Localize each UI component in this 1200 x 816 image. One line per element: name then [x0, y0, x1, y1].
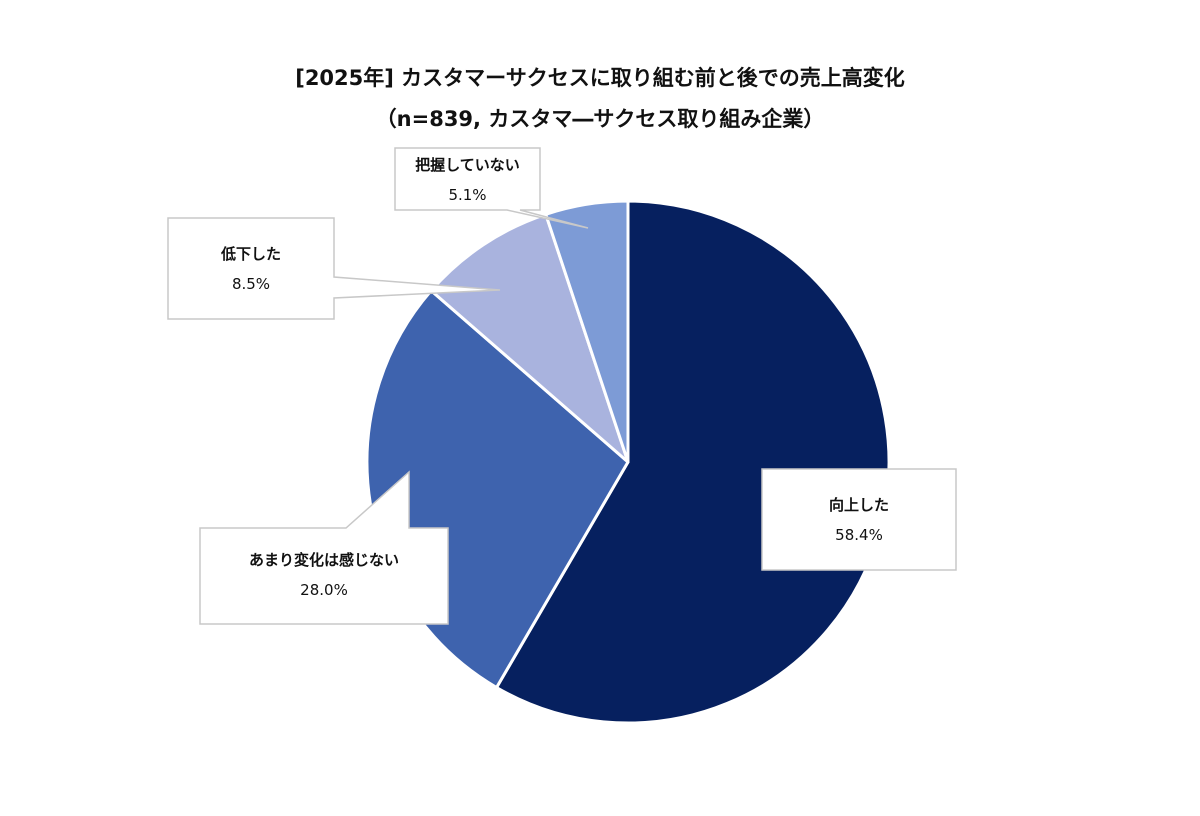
label-name: 低下した: [220, 245, 281, 263]
chart-subtitle: （n=839, カスタマ―サクセス取り組み企業）: [375, 107, 825, 131]
pie-slices: [365, 199, 891, 725]
callout-unknown: [394, 147, 589, 229]
label-value: 5.1%: [448, 186, 487, 204]
label-unknown: 把握していない 5.1%: [395, 150, 540, 210]
label-decreased: 低下した 8.5%: [168, 239, 334, 299]
slice-unknown: [544, 199, 630, 464]
label-value: 28.0%: [300, 581, 348, 599]
callout-improved: [761, 468, 957, 571]
callout-decreased: [167, 217, 501, 320]
label-name: 把握していない: [415, 156, 520, 174]
label-value: 8.5%: [231, 275, 271, 293]
callout-nochange: [199, 470, 449, 625]
label-nochange: あまり変化は感じない 28.0%: [200, 545, 448, 605]
label-value: 58.4%: [835, 526, 883, 544]
label-name: あまり変化は感じない: [248, 551, 399, 569]
callouts: [167, 147, 957, 625]
label-improved: 向上した 58.4%: [762, 490, 956, 550]
label-name: 向上した: [828, 496, 889, 514]
chart-title: [2025年] カスタマーサクセスに取り組む前と後での売上高変化: [295, 66, 905, 90]
